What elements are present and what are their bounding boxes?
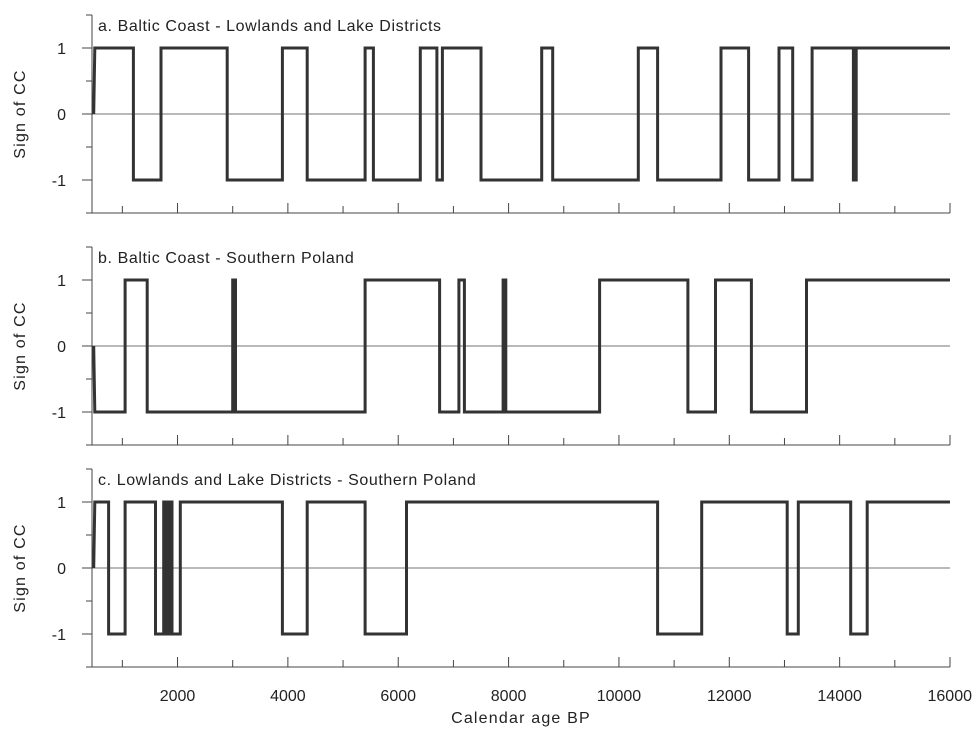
x-tick-label: 12000 [707, 688, 752, 705]
chart-panels: 1 0 -1 a. Baltic Coast - Lowlands and Lake … [12, 14, 973, 727]
x-tick-label: 16000 [928, 688, 973, 705]
y-axis-title-a: Sign of CC [12, 69, 29, 158]
panel-c: 1 0 -1 c. Lowlands and Lake Districts - Sou… [12, 468, 973, 727]
panel-title-b: b. Baltic Coast - Southern Poland [98, 250, 354, 267]
y-axis-title-b: Sign of CC [12, 301, 29, 390]
series-line-a [92, 46, 950, 182]
series-line-b [92, 278, 950, 414]
x-tick-label: 10000 [597, 688, 642, 705]
panel-title-c: c. Lowlands and Lake Districts - Souther… [98, 472, 476, 489]
y-tick-label-a: -1 [52, 173, 66, 190]
y-tick-label-a: 0 [57, 107, 66, 124]
y-tick-label-c: -1 [52, 627, 66, 644]
series-line-c [92, 500, 950, 636]
y-tick-label-c: 1 [57, 495, 66, 512]
x-tick-label: 14000 [817, 688, 862, 705]
y-tick-label-b: 1 [57, 273, 66, 290]
y-tick-label-c: 0 [57, 561, 66, 578]
x-tick-label: 6000 [380, 688, 416, 705]
y-axis-title-c: Sign of CC [12, 523, 29, 612]
y-tick-label-b: 0 [57, 339, 66, 356]
x-tick-label: 8000 [491, 688, 527, 705]
x-tick-label: 4000 [270, 688, 306, 705]
y-tick-label-a: 1 [57, 41, 66, 58]
panel-title-a: a. Baltic Coast - Lowlands and Lake Dist… [98, 18, 442, 35]
panel-a: 1 0 -1 a. Baltic Coast - Lowlands and Lake … [12, 14, 951, 214]
panel-b: 1 0 -1 b. Baltic Coast - Southern Poland Sig… [12, 246, 951, 446]
x-axis-title: Calendar age BP [451, 710, 591, 727]
y-tick-label-b: -1 [52, 405, 66, 422]
x-tick-label: 2000 [160, 688, 196, 705]
